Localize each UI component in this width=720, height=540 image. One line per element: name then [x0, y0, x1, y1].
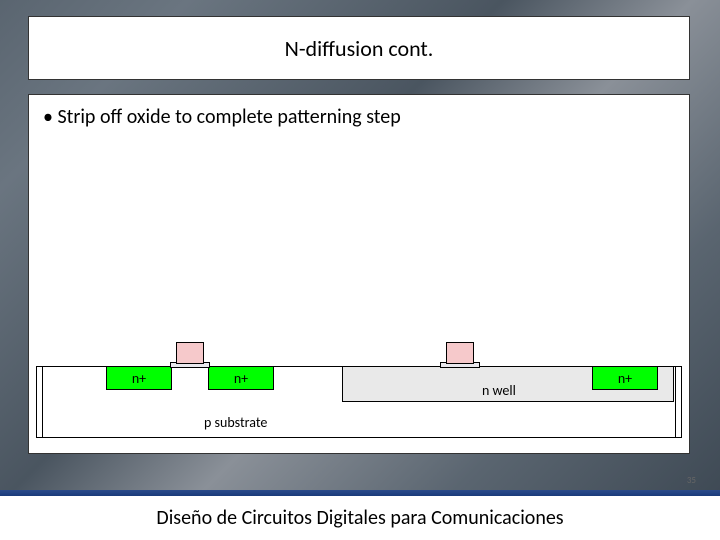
poly-gate-0: [176, 342, 204, 364]
n-plus-region-2: n+: [592, 366, 658, 390]
diagram-label-0: p substrate: [204, 414, 267, 431]
slide-background: N-diffusion cont. • Strip off oxide to c…: [0, 0, 720, 540]
footer-text: Diseño de Circuitos Digitales para Comun…: [156, 506, 563, 530]
poly-gate-1: [446, 342, 474, 364]
page-number: 35: [687, 475, 696, 486]
slide-title: N-diffusion cont.: [285, 35, 434, 62]
diagram-label-1: n well: [482, 382, 516, 399]
n-plus-region-0: n+: [106, 366, 172, 390]
diagram: n+ n+ n+ p substrate n well: [28, 342, 690, 450]
n-plus-region-1: n+: [208, 366, 274, 390]
footer-box: Diseño de Circuitos Digitales para Comun…: [0, 496, 720, 540]
title-box: N-diffusion cont.: [28, 16, 690, 80]
bullet-text: • Strip off oxide to complete patterning…: [43, 105, 675, 129]
